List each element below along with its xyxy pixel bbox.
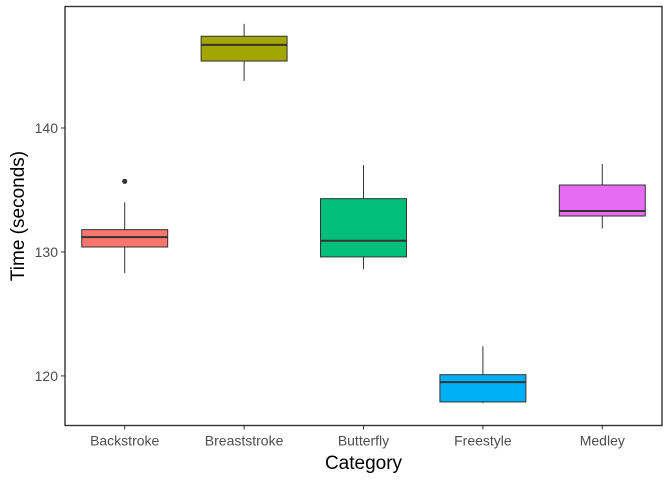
- x-tick-label-butterfly: Butterfly: [338, 433, 389, 449]
- box-body-butterfly: [320, 198, 407, 258]
- x-axis-ticks: Backstroke Breaststroke Butterfly Freestyle…: [90, 425, 625, 449]
- box-body-breaststroke: [200, 35, 288, 62]
- x-axis-title: Category: [325, 453, 403, 474]
- plot-panel-border: [64, 5, 663, 427]
- outlier-point-backstroke-0: [122, 178, 128, 184]
- box-breaststroke: [200, 23, 288, 81]
- y-axis-title: Time (seconds): [8, 151, 29, 281]
- x-tick-label-medley: Medley: [580, 433, 625, 449]
- box-butterfly: [320, 165, 407, 270]
- y-tick-label-140: 140: [35, 120, 59, 136]
- x-tick-label-backstroke: Backstroke: [90, 433, 159, 449]
- box-body-backstroke: [81, 229, 169, 248]
- box-body-freestyle: [439, 374, 527, 403]
- x-tick-label-freestyle: Freestyle: [454, 433, 512, 449]
- x-tick-label-breaststroke: Breaststroke: [205, 433, 284, 449]
- box-medley: [558, 163, 646, 229]
- plot-marks: [81, 23, 646, 404]
- box-backstroke: [81, 178, 169, 274]
- y-axis-ticks: 120 130 140: [35, 120, 65, 384]
- y-tick-label-130: 130: [35, 244, 59, 260]
- y-tick-label-120: 120: [35, 368, 59, 384]
- box-freestyle: [439, 346, 527, 404]
